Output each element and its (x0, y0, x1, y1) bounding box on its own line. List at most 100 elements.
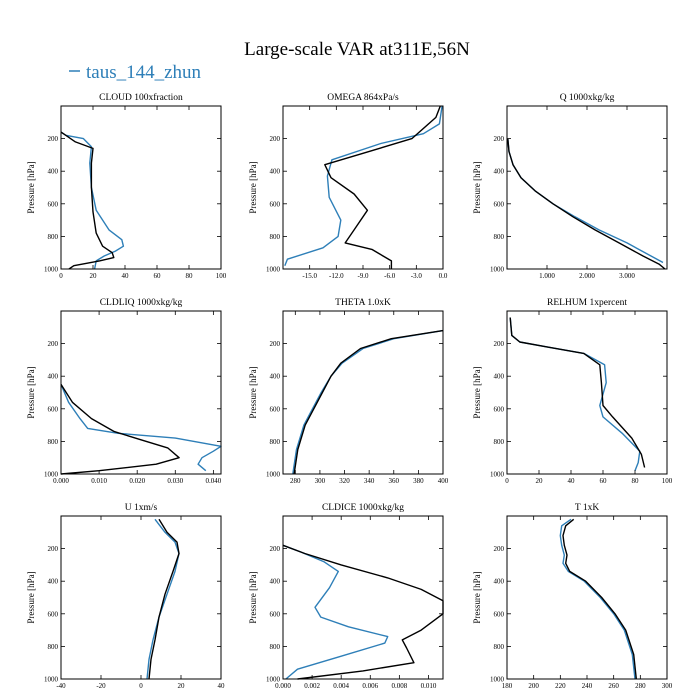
y-tick-label: 800 (48, 438, 59, 446)
x-tick-label: 0.004 (333, 682, 349, 690)
panel-8: CLDICE 1000xkg/kg Pressure [hPa] 200 400 600… (248, 503, 444, 690)
series-line-blue (559, 518, 636, 680)
x-tick-label: -40 (56, 682, 66, 690)
x-tick-label: 100 (662, 477, 673, 485)
series-line-black (324, 105, 441, 269)
figure-title: Large-scale VAR at311E,56N (244, 39, 470, 60)
panel-title: CLDICE 1000xkg/kg (322, 503, 404, 513)
series-line-black (60, 384, 180, 475)
panel-title: OMEGA 864xPa/s (327, 93, 399, 103)
y-tick-label: 600 (48, 200, 59, 208)
y-tick-label: 600 (48, 610, 59, 618)
y-tick-label: 200 (270, 135, 281, 143)
panel-title: THETA 1.0xK (335, 298, 391, 308)
y-tick-label: 600 (494, 405, 505, 413)
y-tick-label: 400 (48, 578, 59, 586)
panel-title: RELHUM 1xpercent (547, 298, 627, 308)
series-line-blue (507, 138, 664, 264)
x-tick-label: 80 (632, 477, 640, 485)
panel-title: T 1xK (575, 503, 600, 513)
y-tick-label: 1000 (490, 676, 505, 684)
y-tick-label: 200 (270, 545, 281, 553)
series-line-black (148, 518, 180, 680)
panel-title: Q 1000xkg/kg (560, 93, 615, 103)
y-tick-label: 200 (48, 545, 59, 553)
y-axis-label: Pressure [hPa] (472, 571, 482, 623)
plot-frame (282, 310, 444, 475)
x-tick-label: 0 (139, 682, 143, 690)
series-line-blue (509, 317, 641, 471)
y-tick-label: 1000 (266, 471, 281, 479)
y-axis-label: Pressure [hPa] (26, 161, 36, 213)
x-tick-label: 340 (364, 477, 375, 485)
y-axis-label: Pressure [hPa] (248, 366, 258, 418)
x-tick-label: 0.006 (362, 682, 378, 690)
x-tick-label: 0.008 (391, 682, 407, 690)
x-tick-label: -6.0 (384, 272, 396, 280)
panel-title: U 1xm/s (125, 503, 158, 513)
series-line-black (509, 317, 646, 468)
x-tick-label: 0.0 (439, 272, 448, 280)
x-tick-label: 0.010 (421, 682, 437, 690)
panel-4: CLDLIQ 1000xkg/kg Pressure [hPa] 200 400 600… (26, 298, 222, 485)
y-tick-label: 400 (270, 578, 281, 586)
y-tick-label: 200 (48, 135, 59, 143)
y-tick-label: 1000 (44, 676, 59, 684)
y-tick-label: 200 (494, 545, 505, 553)
y-tick-label: 800 (494, 438, 505, 446)
x-tick-label: 300 (315, 477, 326, 485)
y-tick-label: 200 (494, 340, 505, 348)
y-axis-label: Pressure [hPa] (472, 161, 482, 213)
y-tick-label: 800 (270, 233, 281, 241)
x-tick-label: 40 (218, 682, 226, 690)
x-tick-label: -3.0 (411, 272, 423, 280)
x-tick-label: -20 (96, 682, 106, 690)
x-tick-label: 0.020 (129, 477, 145, 485)
plot-frame (282, 515, 444, 680)
plot-frame (506, 310, 668, 475)
x-tick-label: -9.0 (357, 272, 369, 280)
x-tick-label: 380 (413, 477, 424, 485)
x-tick-label: 220 (555, 682, 566, 690)
y-tick-label: 600 (270, 405, 281, 413)
x-tick-label: 20 (90, 272, 98, 280)
plot-frame (60, 515, 222, 680)
x-tick-label: 200 (528, 682, 539, 690)
x-tick-label: 2.000 (579, 272, 595, 280)
series-line-blue (60, 131, 125, 270)
x-tick-label: 0 (59, 272, 63, 280)
x-tick-label: 300 (662, 682, 673, 690)
x-tick-label: 280 (635, 682, 646, 690)
x-tick-label: 0.010 (91, 477, 107, 485)
y-tick-label: 600 (494, 610, 505, 618)
y-tick-label: 800 (48, 233, 59, 241)
y-tick-label: 400 (494, 373, 505, 381)
y-tick-label: 400 (48, 168, 59, 176)
x-tick-label: -15.0 (302, 272, 317, 280)
x-tick-label: 280 (290, 477, 301, 485)
series-line-blue (146, 518, 180, 680)
y-tick-label: 1000 (266, 266, 281, 274)
y-axis-label: Pressure [hPa] (26, 571, 36, 623)
y-tick-label: 800 (270, 438, 281, 446)
panel-3: Q 1000xkg/kg Pressure [hPa] 200 400 600 800 10… (472, 93, 668, 280)
series-line-black (562, 518, 637, 680)
y-tick-label: 1000 (44, 471, 59, 479)
plot-frame (60, 310, 222, 475)
x-tick-label: 180 (502, 682, 513, 690)
plot-frame (282, 105, 444, 270)
y-tick-label: 200 (48, 340, 59, 348)
y-axis-label: Pressure [hPa] (248, 571, 258, 623)
x-tick-label: 400 (438, 477, 449, 485)
x-tick-label: 20 (178, 682, 186, 690)
series-line-black (282, 544, 444, 680)
y-tick-label: 400 (270, 373, 281, 381)
x-tick-label: 0.040 (206, 477, 222, 485)
y-axis-label: Pressure [hPa] (26, 366, 36, 418)
series-line-black (60, 131, 115, 270)
x-tick-label: 80 (186, 272, 194, 280)
